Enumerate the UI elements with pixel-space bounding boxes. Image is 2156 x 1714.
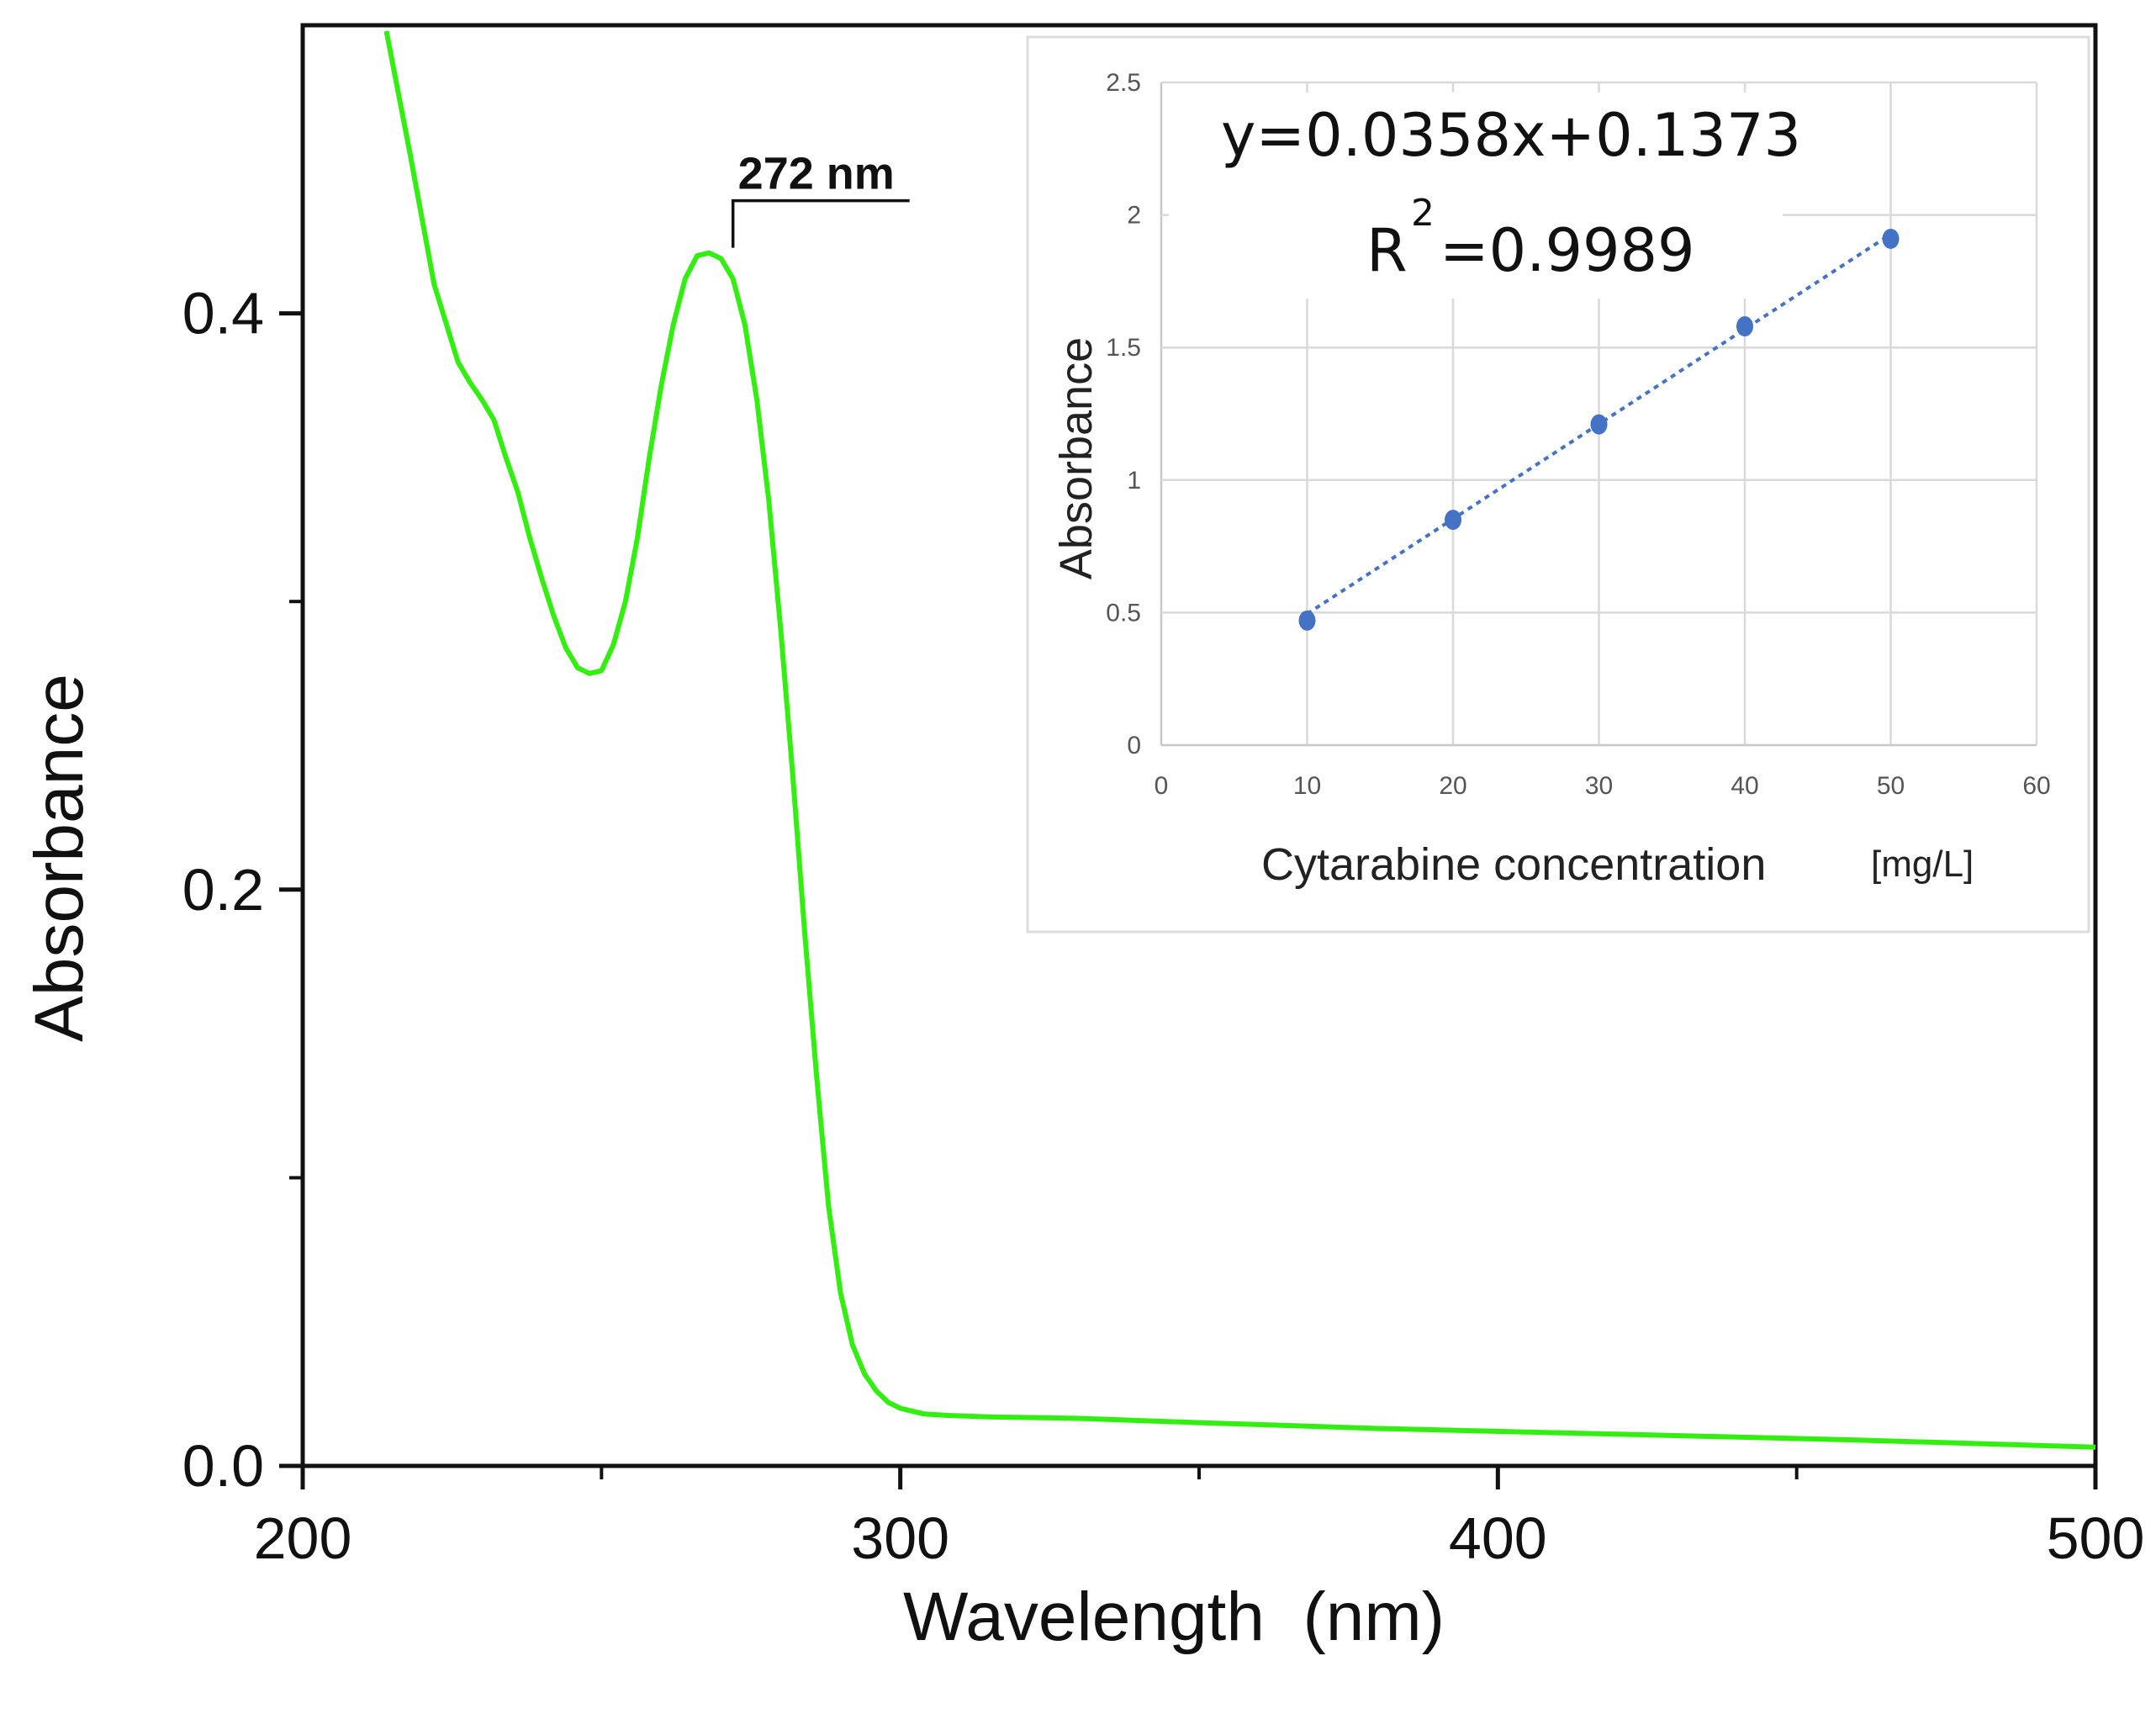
inset-x-tick-label: 40 [1731, 772, 1758, 800]
inset-y-tick-label: 2.5 [1106, 69, 1141, 97]
regression-equation: y=0.0358x+0.1373 [1221, 101, 1801, 170]
inset-x-tick-label: 60 [2022, 772, 2050, 800]
inset-data-point [1445, 510, 1461, 531]
inset-x-axis-title: Cytarabine concentration [1261, 839, 1766, 890]
peak-leader-line [731, 198, 910, 248]
y-tick-label: 0.0 [182, 1433, 264, 1499]
inset-chart: 0 10 20 30 40 50 60 0 0.5 1 1.5 2 2.5 y=0.0358x+0.13… [1026, 35, 2090, 934]
inset-x-tick-label: 50 [1877, 772, 1905, 800]
r-squared-symbol: R [1366, 216, 1408, 285]
inset-y-tick-label: 1 [1127, 467, 1141, 495]
inset-y-axis-title: Absorbance [1051, 337, 1102, 579]
inset-data-point [1882, 228, 1900, 249]
inset-data-point [1298, 610, 1316, 631]
inset-tick-labels: 0 10 20 30 40 50 60 0 0.5 1 1.5 2 2.5 [1106, 69, 2050, 800]
x-tick-label: 400 [1449, 1505, 1547, 1571]
peak-label: 272 nm [738, 149, 895, 199]
x-tick-label: 200 [254, 1505, 352, 1571]
y-tick-label: 0.2 [182, 857, 264, 923]
r-squared-value: =0.9989 [1440, 216, 1695, 285]
inset-y-tick-label: 0.5 [1106, 599, 1141, 627]
equation-background [1169, 93, 1783, 299]
inset-x-tick-label: 10 [1293, 772, 1321, 800]
x-tick-label: 300 [851, 1505, 949, 1571]
inset-x-tick-label: 30 [1585, 772, 1613, 800]
x-tick-label: 500 [2047, 1505, 2145, 1571]
inset-y-tick-label: 0 [1127, 732, 1141, 759]
inset-y-tick-label: 2 [1127, 202, 1141, 230]
main-ticks [279, 311, 2098, 1489]
spectrum-line [383, 30, 2096, 1450]
y-tick-label: 0.4 [182, 281, 264, 347]
inset-y-tick-label: 1.5 [1106, 334, 1141, 362]
inset-data-point [1736, 315, 1753, 336]
inset-x-tick-label: 20 [1439, 772, 1466, 800]
inset-x-tick-label: 0 [1155, 772, 1169, 800]
inset-data-points [1298, 228, 1900, 631]
x-axis-title: Wavelength (nm) [903, 1579, 1445, 1655]
inset-x-axis-unit: [mg/L] [1871, 844, 1974, 885]
inset-data-point [1590, 414, 1608, 435]
y-axis-title: Absorbance [21, 674, 98, 1042]
r-squared-exponent: 2 [1411, 192, 1435, 235]
peak-annotation: 272 nm [731, 149, 910, 248]
